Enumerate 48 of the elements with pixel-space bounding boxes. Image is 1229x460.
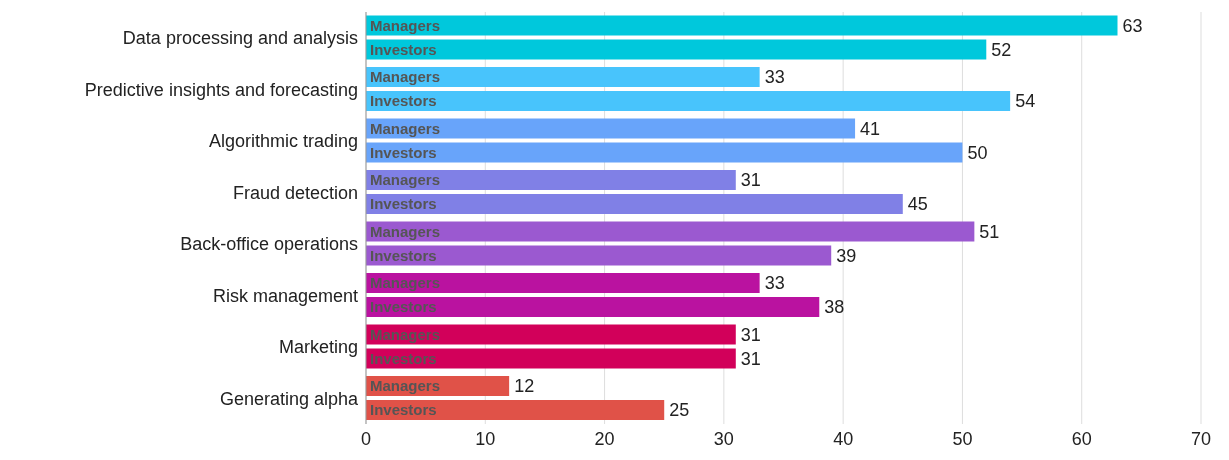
data-label: 54 [1015,91,1036,112]
data-label: 51 [979,221,1000,242]
text: Managers [370,377,441,395]
x-tick-label: 70 [1190,428,1212,449]
data-label: 33 [764,273,785,294]
x-tick-label: 0 [360,428,372,449]
x-tick-label: 10 [475,428,496,449]
y-tick-label: Fraud detection [232,182,358,203]
text: Managers [370,274,441,292]
y-tick-label: Predictive insights and forecasting [84,79,358,100]
y-tick-label: Back-office operations [180,234,358,255]
text: Investors [370,298,437,316]
data-label: 63 [1122,15,1143,36]
y-tick-label: Algorithmic trading [208,131,358,152]
y-tick-label: Generating alpha [219,388,359,409]
data-label: 31 [740,349,761,369]
x-tick-label: 30 [713,428,734,449]
x-tick-label: 50 [952,428,973,449]
series-label: Investors [370,195,437,213]
data-label: 45 [907,194,928,215]
x-tick-label: 40 [833,428,854,449]
data-label: 12 [514,376,535,397]
data-label: 41 [860,119,881,139]
x-tick-label: 60 [1071,428,1092,449]
text: Managers [370,222,441,240]
text: Investors [370,349,437,367]
x-tick-label: 20 [594,428,615,449]
text: Investors [370,246,437,264]
text: Managers [370,16,441,34]
text: Investors [370,40,437,58]
data-label: 50 [967,142,988,163]
data-label: 39 [836,245,857,266]
text: Managers [370,325,441,343]
data-label: 33 [764,67,785,88]
data-label: 31 [740,325,761,345]
text: Managers [370,68,441,86]
text: Investors [370,401,437,419]
text: Investors [370,92,437,110]
data-label: 38 [824,297,845,318]
y-tick-label: Marketing [278,337,358,358]
data-label: 52 [991,39,1012,60]
y-tick-label: Data processing and analysis [122,28,358,49]
series-label: Managers [370,171,441,189]
y-tick-label: Risk management [212,285,358,306]
data-label: 25 [669,400,690,421]
text: Investors [370,143,437,161]
data-label: 31 [740,170,761,191]
text: Managers [370,119,441,137]
